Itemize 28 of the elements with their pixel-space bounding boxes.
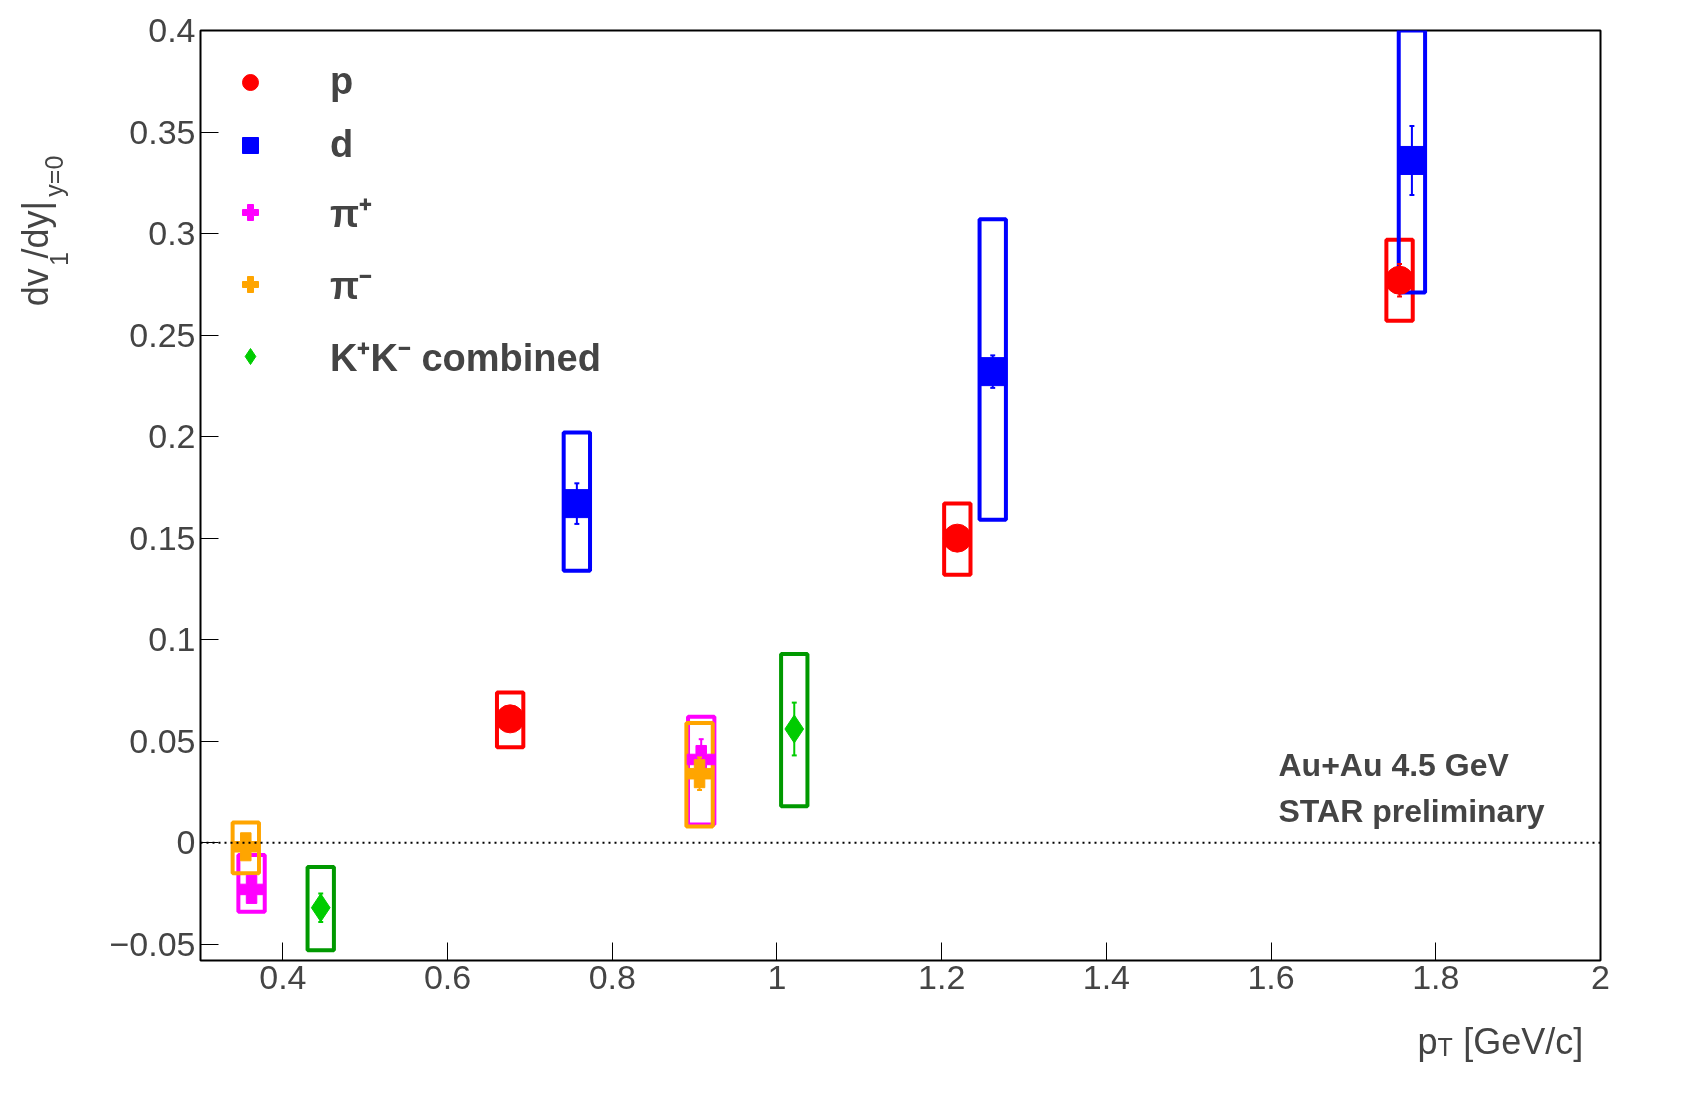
y-tick-label: 0.25 — [129, 315, 196, 354]
annotation: Au+Au 4.5 GeV — [1278, 747, 1510, 784]
annotation: STAR preliminary — [1278, 793, 1545, 830]
x-tick-label: 0.6 — [423, 957, 472, 996]
x-tick-label: 1 — [767, 957, 787, 996]
y-tick-label: 0.1 — [148, 620, 196, 659]
x-tick-label: 1.6 — [1247, 957, 1295, 996]
y-tick-label: 0.15 — [129, 518, 196, 557]
x-axis-title: pT [GeV/c] — [1417, 1020, 1584, 1062]
x-tick-label: 1.2 — [918, 957, 966, 996]
legend-label: p — [330, 60, 354, 103]
y-tick-label: 0 — [176, 823, 196, 862]
legend-label: π⁻ — [330, 264, 373, 309]
legend-label: d — [330, 123, 354, 166]
y-tick-label: −0.05 — [109, 924, 196, 963]
y-tick-label: 0.2 — [148, 417, 196, 456]
legend-label: K⁺K⁻ combined — [330, 336, 601, 381]
x-tick-label: 2 — [1591, 957, 1610, 996]
y-tick-label: 0.4 — [148, 11, 196, 49]
x-tick-label: 1.4 — [1082, 957, 1131, 996]
y-tick-label: 0.05 — [129, 721, 196, 760]
legend-label: π⁺ — [330, 192, 373, 237]
x-tick-label: 0.8 — [588, 957, 636, 996]
y-tick-label: 0.35 — [129, 112, 196, 151]
y-tick-label: 0.3 — [148, 214, 196, 253]
y-axis-title: dv1/dy|y=0 — [14, 155, 73, 307]
x-tick-label: 0.4 — [259, 957, 307, 996]
x-tick-label: 1.8 — [1412, 957, 1460, 996]
